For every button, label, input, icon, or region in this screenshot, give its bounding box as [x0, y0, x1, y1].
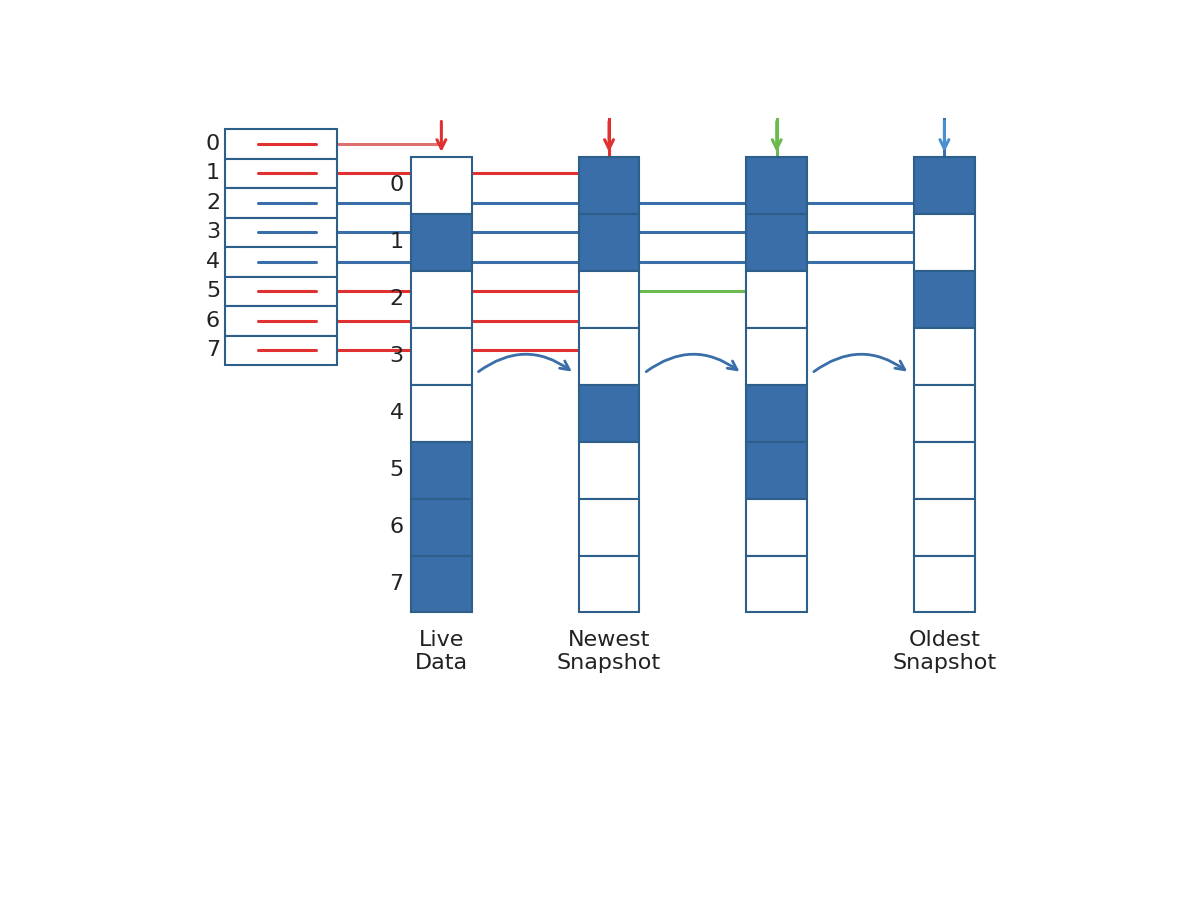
Bar	[914, 271, 975, 327]
Bar	[746, 442, 807, 499]
FancyArrowPatch shape	[814, 354, 905, 372]
FancyArrowPatch shape	[647, 354, 737, 372]
Bar	[411, 442, 471, 499]
Text: 1: 1	[389, 233, 404, 253]
Text: 6: 6	[206, 311, 220, 331]
Bar	[578, 556, 639, 612]
Bar	[746, 214, 807, 271]
Bar	[914, 556, 975, 612]
Text: 7: 7	[389, 574, 404, 594]
Bar	[578, 214, 639, 271]
Bar	[225, 217, 337, 247]
Bar	[578, 327, 639, 384]
Bar	[225, 129, 337, 159]
Bar	[225, 336, 337, 365]
FancyArrowPatch shape	[478, 354, 570, 372]
Text: Live
Data: Live Data	[415, 630, 468, 673]
Bar	[411, 499, 471, 556]
Text: 3: 3	[206, 223, 220, 243]
Text: 3: 3	[389, 346, 404, 366]
Text: 6: 6	[389, 517, 404, 537]
Bar	[411, 556, 471, 612]
Bar	[746, 499, 807, 556]
Bar	[914, 157, 975, 214]
Text: 7: 7	[206, 340, 220, 361]
Bar	[578, 157, 639, 214]
Bar	[914, 214, 975, 271]
Bar	[914, 384, 975, 442]
Text: 4: 4	[389, 403, 404, 423]
Bar	[578, 442, 639, 499]
Text: 4: 4	[206, 252, 220, 272]
Bar	[746, 384, 807, 442]
Bar	[411, 384, 471, 442]
Bar	[225, 159, 337, 189]
Bar	[746, 157, 807, 214]
Bar	[411, 327, 471, 384]
Bar	[746, 556, 807, 612]
Bar	[411, 214, 471, 271]
Text: Oldest
Snapshot: Oldest Snapshot	[892, 630, 996, 673]
Bar	[914, 499, 975, 556]
Bar	[578, 499, 639, 556]
Text: 2: 2	[206, 193, 220, 213]
Bar	[578, 271, 639, 327]
Bar	[746, 327, 807, 384]
Bar	[411, 271, 471, 327]
Text: 0: 0	[389, 175, 404, 196]
Text: 5: 5	[206, 281, 220, 301]
Text: 1: 1	[206, 163, 220, 183]
Bar	[746, 271, 807, 327]
Bar	[225, 247, 337, 277]
Bar	[914, 442, 975, 499]
Bar	[225, 306, 337, 336]
Text: 5: 5	[389, 460, 404, 480]
Text: Newest
Snapshot: Newest Snapshot	[557, 630, 661, 673]
Bar	[225, 277, 337, 306]
Bar	[914, 327, 975, 384]
Bar	[225, 189, 337, 217]
Text: 0: 0	[206, 133, 220, 154]
Bar	[578, 384, 639, 442]
Bar	[411, 157, 471, 214]
Text: 2: 2	[389, 290, 404, 309]
